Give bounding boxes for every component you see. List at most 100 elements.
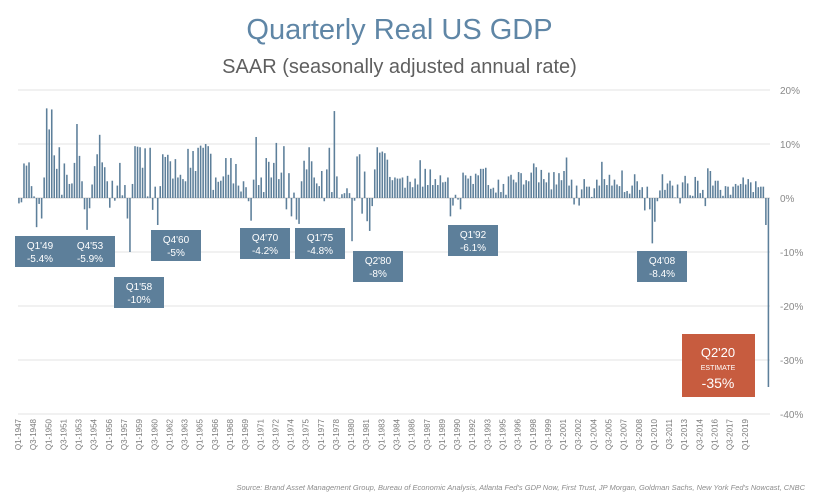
bar bbox=[530, 172, 532, 198]
chart-title: Quarterly Real US GDP bbox=[246, 14, 553, 46]
bar bbox=[669, 180, 671, 198]
bar bbox=[548, 172, 550, 198]
bar bbox=[512, 179, 515, 198]
bar bbox=[288, 173, 290, 198]
bar bbox=[303, 160, 305, 198]
bar bbox=[33, 196, 35, 198]
bar bbox=[467, 178, 469, 198]
bar bbox=[179, 174, 182, 198]
bar bbox=[671, 185, 674, 198]
bar bbox=[156, 198, 159, 225]
bar bbox=[636, 181, 638, 198]
bar bbox=[676, 184, 679, 198]
bar bbox=[217, 181, 220, 198]
bars bbox=[18, 108, 770, 387]
x-tick-label: Q1-1995 bbox=[499, 418, 508, 450]
bar bbox=[429, 169, 432, 198]
x-tick-label: Q3-2002 bbox=[574, 418, 583, 450]
bar bbox=[189, 167, 192, 198]
bar bbox=[623, 192, 626, 198]
bar bbox=[83, 198, 86, 210]
bar bbox=[396, 178, 399, 198]
bar bbox=[704, 198, 707, 207]
callouts: Q1'49-5.4%Q4'53-5.9%Q1'58-10%Q4'60-5%Q4'… bbox=[15, 225, 755, 397]
callout-label: Q1'58 bbox=[126, 282, 153, 293]
callout-value: -4.2% bbox=[252, 246, 278, 257]
x-tick-label: Q1-1956 bbox=[105, 418, 114, 450]
bar bbox=[744, 184, 747, 198]
bar bbox=[328, 147, 331, 198]
bar bbox=[209, 153, 212, 198]
bar bbox=[696, 180, 699, 198]
bar bbox=[651, 198, 654, 244]
bar bbox=[712, 185, 714, 198]
x-tick-label: Q3-2005 bbox=[604, 418, 613, 450]
bar bbox=[707, 168, 709, 198]
bar bbox=[590, 196, 593, 198]
bar bbox=[267, 161, 270, 198]
bar bbox=[23, 163, 25, 198]
y-tick-label: -20% bbox=[780, 302, 803, 313]
callout: Q1'58 -10% bbox=[114, 277, 164, 308]
bar bbox=[323, 198, 326, 202]
bar bbox=[419, 160, 421, 198]
bar bbox=[691, 195, 694, 198]
bar bbox=[424, 168, 426, 198]
bar bbox=[257, 185, 260, 198]
bar bbox=[98, 134, 101, 198]
x-tick-label: Q3-1975 bbox=[302, 418, 311, 450]
bar bbox=[452, 198, 454, 206]
x-tick-label: Q3-1990 bbox=[453, 418, 462, 450]
bar bbox=[661, 174, 664, 198]
x-tick-label: Q1-1971 bbox=[256, 418, 265, 450]
bar bbox=[66, 174, 68, 198]
bar bbox=[298, 198, 300, 224]
bar bbox=[285, 198, 288, 210]
callout: Q1'75 -4.8% bbox=[295, 228, 345, 259]
bar bbox=[469, 175, 472, 198]
bar bbox=[426, 185, 429, 198]
bar bbox=[172, 178, 174, 198]
bar bbox=[472, 183, 474, 198]
bar bbox=[409, 181, 411, 198]
bar bbox=[30, 186, 33, 198]
bar bbox=[618, 186, 621, 198]
y-tick-label: 0% bbox=[780, 194, 795, 205]
bar bbox=[565, 157, 568, 198]
bar bbox=[278, 179, 280, 198]
x-tick-label: Q1-1989 bbox=[438, 418, 447, 450]
bar bbox=[485, 167, 487, 198]
x-tick-label: Q3-1978 bbox=[332, 418, 341, 450]
bar bbox=[399, 178, 401, 198]
bar bbox=[679, 198, 681, 204]
bar bbox=[598, 185, 601, 198]
bar bbox=[762, 186, 765, 198]
callout-value: -5.4% bbox=[27, 254, 53, 265]
bar bbox=[686, 183, 689, 198]
x-tick-label: Q1-2013 bbox=[680, 418, 689, 450]
x-tick-label: Q1-2010 bbox=[650, 418, 659, 450]
bar bbox=[520, 173, 522, 198]
bar bbox=[187, 148, 189, 198]
bar bbox=[583, 179, 585, 198]
bar bbox=[553, 172, 555, 198]
bar bbox=[739, 183, 742, 198]
bar bbox=[338, 198, 341, 199]
bar bbox=[230, 158, 232, 198]
bar bbox=[207, 146, 209, 198]
callout-label: Q4'60 bbox=[163, 235, 190, 246]
bar bbox=[649, 198, 651, 210]
bar bbox=[654, 198, 656, 222]
y-tick-label: -30% bbox=[780, 356, 803, 367]
bar bbox=[25, 165, 28, 198]
bar bbox=[28, 162, 30, 198]
bar bbox=[139, 147, 141, 198]
bar bbox=[308, 147, 310, 198]
bar bbox=[421, 186, 424, 198]
bar bbox=[596, 179, 598, 198]
bar bbox=[45, 108, 48, 198]
bar bbox=[684, 175, 686, 198]
bar bbox=[767, 198, 770, 387]
callout-label: Q1'75 bbox=[307, 233, 334, 244]
bar bbox=[643, 198, 646, 211]
